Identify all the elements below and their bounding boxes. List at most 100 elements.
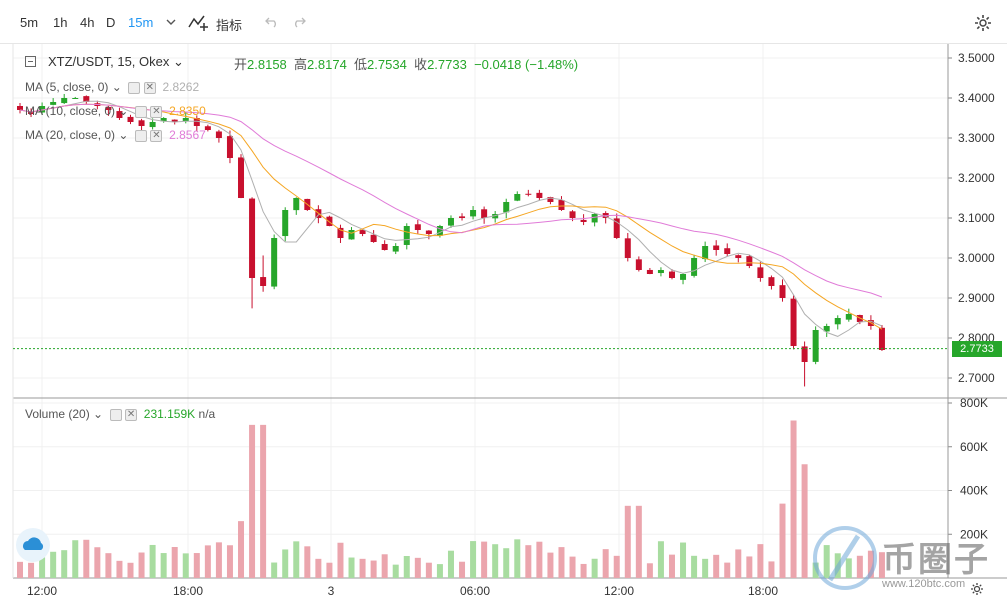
close-icon[interactable]: ✕ — [125, 408, 138, 421]
candle-body — [436, 226, 443, 236]
candle-body — [668, 271, 675, 278]
candle-body — [337, 227, 344, 238]
volume-bar — [425, 562, 432, 578]
candle-body — [215, 131, 222, 138]
candle-body — [370, 234, 377, 242]
ma20-line — [19, 103, 883, 298]
volume-bar — [359, 558, 366, 578]
collapse-icon[interactable] — [25, 56, 37, 68]
candle-body — [425, 230, 432, 234]
timeframe-1h[interactable]: 1h — [53, 15, 68, 30]
candle-body — [226, 136, 233, 158]
volume-bar — [680, 542, 687, 578]
volume-bar — [260, 424, 267, 578]
volume-bar — [215, 542, 222, 578]
candle-body — [260, 277, 267, 286]
volume-legend[interactable]: Volume (20) ⌄ ✕ 231.159K n/a — [25, 407, 216, 421]
ma20-legend[interactable]: MA (20, close, 0) ⌄ ✕ 2.8567 — [25, 128, 206, 142]
candle-body — [503, 202, 510, 213]
time-tick-label: 06:00 — [460, 584, 490, 598]
watermark-url: www.120btc.com — [882, 578, 966, 590]
volume-bar — [635, 505, 642, 578]
volume-bar — [105, 553, 112, 578]
candle-body — [735, 255, 742, 258]
timeframe-4h[interactable]: 4h — [80, 15, 95, 30]
ma5-legend[interactable]: MA (5, close, 0) ⌄ ✕ 2.8262 — [25, 80, 200, 94]
close-icon[interactable]: ✕ — [150, 129, 163, 142]
volume-bar — [536, 541, 543, 578]
close-icon[interactable]: ✕ — [143, 81, 156, 94]
candle-body — [547, 197, 554, 202]
timeframe-5m[interactable]: 5m — [20, 15, 39, 30]
candle-body — [50, 102, 57, 105]
volume-bar — [558, 547, 565, 578]
candle-body — [381, 243, 388, 250]
candle-body — [28, 111, 35, 114]
ma10-legend[interactable]: MA (10, close, 0) ⌄ ✕ 2.8350 — [25, 104, 206, 118]
volume-bar — [116, 560, 123, 578]
time-tick-label: 18:00 — [748, 584, 778, 598]
volume-bar — [602, 549, 609, 578]
candle-body — [613, 218, 620, 238]
candle-body — [525, 193, 532, 195]
eye-icon[interactable] — [128, 81, 141, 94]
volume-bar — [17, 561, 23, 578]
candle-body — [635, 259, 642, 270]
settings-gear-icon[interactable] — [970, 582, 984, 596]
volume-bar — [459, 561, 466, 578]
candle-body — [757, 267, 764, 278]
volume-bar — [746, 556, 753, 578]
indicators-button[interactable]: 指标 — [216, 18, 243, 33]
settings-gear-icon[interactable] — [974, 14, 992, 32]
undo-icon[interactable] — [265, 16, 279, 28]
volume-bar — [823, 545, 830, 578]
volume-bar — [315, 558, 322, 578]
volume-bar — [436, 564, 443, 578]
candle-body — [812, 330, 819, 362]
volume-bar — [503, 548, 510, 578]
price-tick-label: 3.3000 — [958, 131, 995, 145]
candle-body — [569, 211, 576, 218]
timeframe-15m[interactable]: 15m — [128, 15, 154, 30]
ohlc-readout: 开2.8158 高2.8174 低2.7534 收2.7733 −0.0418 … — [234, 57, 579, 72]
redo-icon[interactable] — [292, 16, 306, 28]
symbol-title[interactable]: XTZ/USDT, 15, Okex ⌄ — [48, 54, 184, 69]
candle-body — [127, 116, 134, 122]
last-price-tag: 2.7733 — [952, 340, 1002, 357]
candle-body — [160, 118, 167, 122]
volume-tick-label: 600K — [960, 440, 988, 454]
eye-icon[interactable] — [135, 129, 148, 142]
volume-bar — [271, 562, 278, 578]
candle-body — [591, 214, 598, 223]
volume-bar — [50, 551, 57, 578]
candle-body — [138, 120, 145, 126]
candle-body — [646, 269, 653, 274]
volume-bar — [182, 553, 189, 578]
chevron-down-icon[interactable] — [165, 16, 177, 28]
candle-body — [72, 98, 79, 99]
candle-body — [713, 245, 720, 250]
timeframe-d[interactable]: D — [106, 15, 116, 30]
candle-body — [105, 106, 112, 110]
candle-body — [271, 238, 278, 287]
volume-bar — [249, 424, 256, 578]
candle-body — [768, 277, 775, 286]
eye-icon[interactable] — [135, 105, 148, 118]
eye-icon[interactable] — [109, 408, 122, 421]
candle-body — [691, 258, 698, 276]
candle-body — [116, 111, 123, 118]
candle-body — [359, 230, 366, 234]
volume-bar — [348, 557, 355, 578]
candle-body — [481, 209, 488, 218]
price-tick-label: 3.5000 — [958, 51, 995, 65]
volume-bar — [547, 552, 554, 578]
price-tick-label: 3.0000 — [958, 251, 995, 265]
volume-bar — [94, 547, 101, 578]
close-icon[interactable]: ✕ — [150, 105, 163, 118]
indicators-icon[interactable] — [188, 13, 210, 31]
candle-body — [536, 192, 543, 198]
volume-bar — [127, 562, 134, 578]
candle-body — [680, 274, 687, 280]
volume-bar — [304, 546, 311, 578]
